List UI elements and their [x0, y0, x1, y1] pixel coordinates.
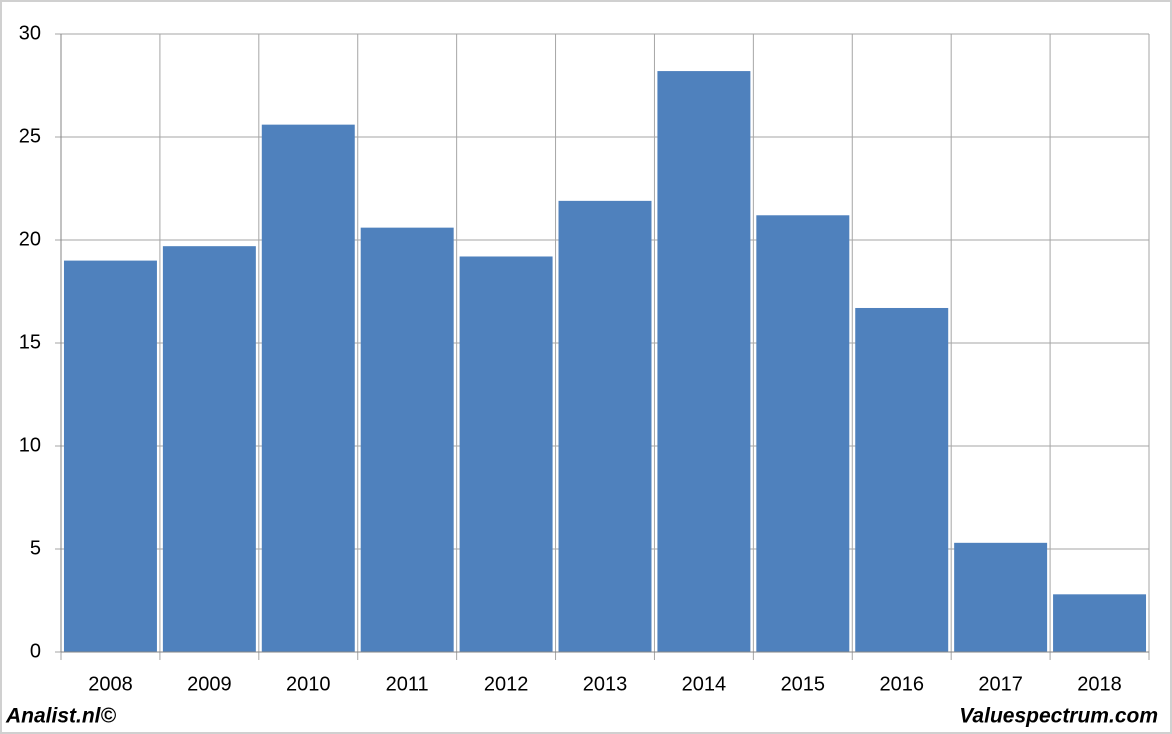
- x-tick-label: 2018: [1077, 673, 1122, 695]
- x-tick-label: 2010: [286, 673, 331, 695]
- y-tick-label: 30: [19, 22, 41, 44]
- y-tick-label: 0: [30, 640, 41, 662]
- bar: [855, 307, 949, 652]
- x-tick-label: 2013: [583, 673, 628, 695]
- x-tick-label: 2012: [484, 673, 529, 695]
- bar: [261, 124, 355, 652]
- x-tick-label: 2014: [682, 673, 727, 695]
- bar: [1053, 594, 1147, 652]
- bar: [63, 260, 157, 652]
- y-tick-label: 10: [19, 434, 41, 456]
- x-tick-label: 2011: [386, 673, 429, 695]
- credit-label: Valuespectrum.com: [959, 705, 1158, 728]
- x-tick-label: 2008: [88, 673, 133, 695]
- bar: [756, 215, 850, 652]
- x-tick-label: 2016: [879, 673, 924, 695]
- bar: [558, 200, 652, 653]
- bar: [162, 246, 256, 652]
- source-label: Analist.nl©: [5, 705, 117, 728]
- y-tick-label: 20: [19, 228, 41, 250]
- x-tick-label: 2015: [781, 673, 826, 695]
- y-tick-label: 5: [30, 537, 41, 559]
- y-tick-label: 15: [19, 331, 41, 353]
- bar: [657, 71, 751, 652]
- x-tick-label: 2017: [978, 673, 1023, 695]
- x-tick-label: 2009: [187, 673, 232, 695]
- bar: [954, 542, 1048, 652]
- bar: [360, 227, 454, 652]
- bar: [459, 256, 553, 652]
- y-tick-label: 25: [19, 125, 41, 147]
